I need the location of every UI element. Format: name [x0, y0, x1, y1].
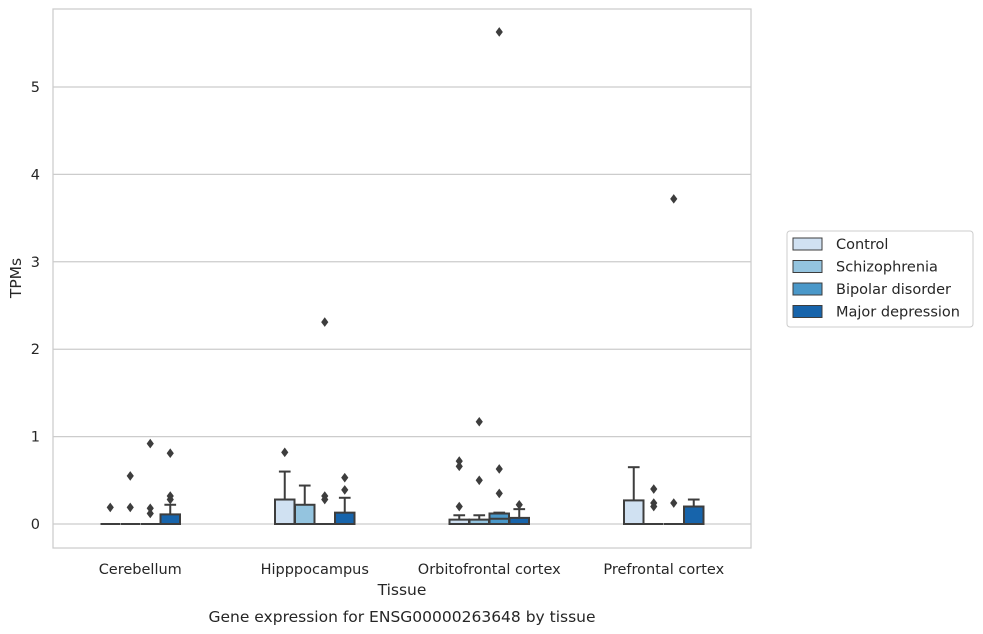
x-tick-label: Orbitofrontal cortex: [418, 562, 561, 578]
chart-caption: Gene expression for ENSG00000263648 by t…: [208, 608, 595, 626]
outlier-point: [106, 502, 114, 513]
outlier-point: [146, 438, 154, 449]
legend-label: Bipolar disorder: [836, 282, 951, 298]
outlier-point: [166, 448, 174, 459]
outlier-point: [495, 488, 503, 499]
x-tick-label: Cerebellum: [99, 562, 182, 578]
box-2-0: [448, 456, 470, 526]
box-3-0: [623, 466, 645, 526]
outlier-point: [166, 494, 174, 505]
plot-frame: [52, 8, 752, 549]
legend-frame: [786, 230, 974, 328]
box-0-1: [120, 471, 140, 525]
legend-swatch: [792, 282, 823, 296]
box-body: [623, 499, 645, 526]
outlier-point: [341, 472, 349, 483]
box-body: [683, 505, 705, 525]
outlier-point: [475, 416, 483, 427]
box-2-1: [468, 416, 490, 526]
outlier-point: [321, 494, 329, 505]
outlier-point: [670, 498, 678, 508]
box-body: [159, 513, 181, 525]
outlier-point: [495, 464, 503, 474]
box-1-3: [334, 472, 356, 525]
box-body: [274, 498, 296, 526]
y-tick-label: 4: [31, 167, 40, 183]
outlier-point: [650, 484, 658, 494]
outlier-point: [515, 499, 523, 510]
y-tick-labels: 0 1 2 3 4 5: [31, 80, 40, 533]
boxes-layer: [100, 27, 705, 526]
outlier-point: [126, 502, 134, 513]
outlier-point: [146, 503, 154, 514]
legend-swatch: [792, 237, 823, 251]
outlier-point: [475, 475, 483, 486]
outlier-point: [455, 501, 463, 512]
outlier-point: [321, 317, 329, 327]
y-tick-label: 0: [31, 517, 40, 533]
outlier-point: [126, 471, 134, 481]
y-tick-label: 1: [31, 430, 40, 446]
outlier-point: [495, 27, 503, 37]
legend-swatch: [792, 260, 823, 273]
box-0-3: [159, 448, 181, 525]
outlier-point: [650, 501, 658, 512]
outlier-point: [455, 456, 463, 466]
x-axis-label: Tissue: [377, 581, 427, 599]
box-2-3: [508, 499, 530, 526]
outlier-point: [341, 485, 349, 495]
box-body: [294, 503, 316, 526]
legend-swatch: [792, 305, 823, 318]
y-tick-label: 3: [31, 255, 40, 271]
y-tick-label: 2: [31, 342, 40, 358]
legend-label: Schizophrenia: [836, 260, 938, 276]
y-tick-label: 5: [31, 80, 40, 96]
box-3-3: [683, 498, 705, 525]
x-tick-labels: Cerebellum Hipppocampus Orbitofrontal cort…: [99, 562, 725, 578]
box-1-1: [294, 484, 316, 526]
box-0-2: [140, 438, 160, 525]
box-3-2: [664, 194, 684, 525]
box-3-1: [644, 484, 664, 525]
outlier-point: [281, 447, 289, 458]
y-axis-label: TPMs: [7, 258, 25, 299]
box-1-2: [315, 317, 335, 525]
outlier-point: [455, 461, 463, 472]
legend-label: Major depression: [836, 305, 960, 321]
box-0-0: [100, 502, 120, 525]
x-tick-label: Hipppocampus: [261, 562, 369, 578]
box-body: [334, 511, 356, 525]
box-2-2: [488, 27, 510, 526]
outlier-point: [146, 508, 154, 519]
plot-background: [53, 9, 751, 548]
x-tick-label: Prefrontal cortex: [603, 562, 724, 578]
outlier-point: [670, 194, 678, 204]
legend: Control Schizophrenia Bipolar disorder Majo…: [786, 230, 974, 328]
legend-label: Control: [836, 237, 888, 253]
legend-items: Control Schizophrenia Bipolar disorder Majo…: [792, 237, 960, 321]
